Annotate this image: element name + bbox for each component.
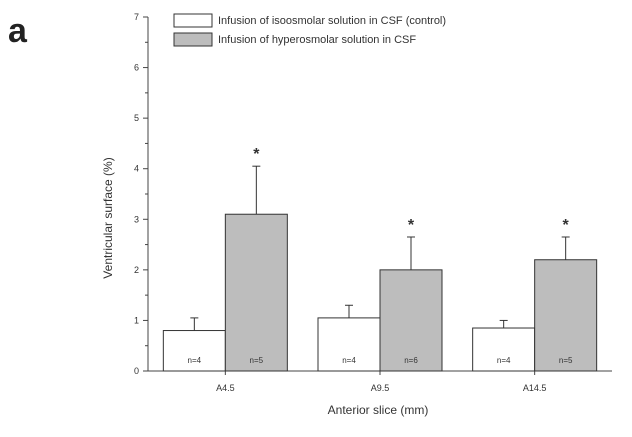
x-axis-title: Anterior slice (mm) [328, 403, 429, 417]
sample-size-label: n=5 [250, 356, 264, 365]
x-tick-label: A9.5 [371, 383, 390, 393]
y-tick-label: 5 [134, 113, 139, 123]
y-tick-label: 2 [134, 265, 139, 275]
y-tick-label: 7 [134, 12, 139, 22]
bar [317, 317, 381, 372]
legend-swatch [173, 13, 213, 28]
y-tick-label: 1 [134, 315, 139, 325]
legend-label: Infusion of hyperosmolar solution in CSF [218, 34, 416, 46]
y-tick-label: 0 [134, 366, 139, 376]
significance-marker: * [408, 217, 415, 234]
bar [472, 327, 536, 372]
bars: n=4 n=5 * n=4 n=6 * n=4 n=5 * [162, 146, 598, 372]
bar [162, 330, 226, 372]
legend-label: Infusion of isoosmolar solution in CSF (… [218, 15, 446, 27]
sample-size-label: n=6 [404, 356, 418, 365]
sample-size-label: n=4 [188, 356, 202, 365]
sample-size-label: n=4 [497, 356, 511, 365]
significance-marker: * [563, 217, 570, 234]
y-tick-label: 4 [134, 164, 139, 174]
y-axis-title: Ventricular surface (%) [101, 157, 115, 278]
panel-label: a [8, 12, 28, 50]
legend: Infusion of isoosmolar solution in CSF (… [173, 13, 446, 47]
y-tick-label: 3 [134, 214, 139, 224]
bar [534, 259, 598, 372]
x-tick-label: A14.5 [523, 383, 547, 393]
bar [224, 213, 288, 372]
x-tick-label: A4.5 [216, 383, 235, 393]
sample-size-label: n=4 [342, 356, 356, 365]
bar [379, 269, 443, 372]
sample-size-label: n=5 [559, 356, 573, 365]
y-tick-label: 6 [134, 63, 139, 73]
legend-swatch [173, 32, 213, 47]
significance-marker: * [253, 146, 260, 163]
